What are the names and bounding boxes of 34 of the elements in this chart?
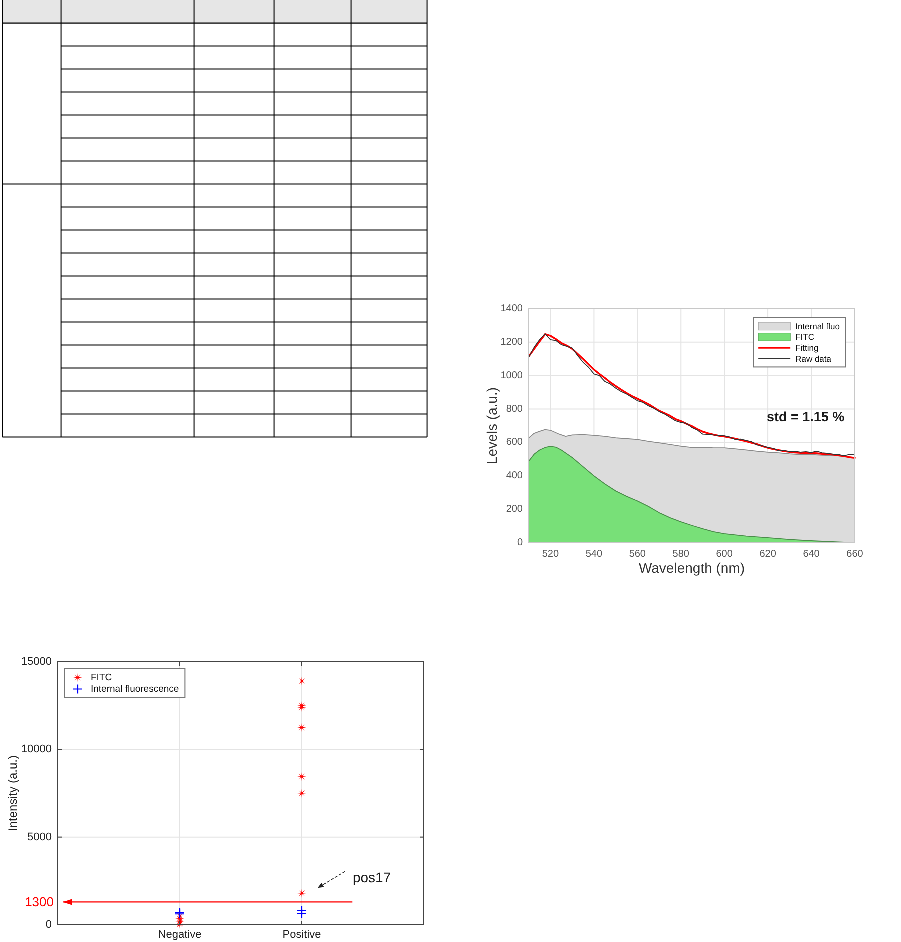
- legend-label: Raw data: [796, 354, 832, 364]
- y-tick-label: 1200: [500, 336, 524, 348]
- x-tick-label: Negative: [158, 929, 202, 941]
- y-tick-label: 800: [506, 404, 524, 415]
- y-tick-label: 1000: [500, 370, 524, 382]
- x-tick-label: 660: [846, 549, 864, 560]
- x-tick-label: 640: [803, 549, 820, 560]
- y-tick-label: 10000: [21, 744, 52, 756]
- ref-line-label: 1300: [25, 894, 54, 910]
- y-tick-label: 400: [506, 470, 524, 482]
- x-tick-label: 600: [716, 549, 734, 560]
- y-axis-title: Intensity (a.u.): [6, 755, 20, 832]
- y-tick-label: 1400: [500, 304, 524, 314]
- y-tick-label: 15000: [21, 656, 52, 668]
- x-tick-label: Positive: [282, 929, 322, 941]
- y-tick-label: 200: [506, 504, 524, 516]
- y-tick-label: 0: [517, 538, 524, 548]
- legend-label: FITC: [796, 332, 814, 342]
- x-tick-label: 540: [586, 549, 603, 560]
- annotation: std = 1.15 %: [766, 409, 845, 424]
- x-axis-title: Wavelength (nm): [638, 560, 746, 576]
- legend-label: FITC: [91, 672, 112, 684]
- y-tick-label: 0: [46, 919, 52, 931]
- annotation: pos17: [352, 870, 392, 886]
- legend-label: Internal fluorescence: [91, 684, 180, 695]
- y-tick-label: 5000: [28, 831, 52, 844]
- x-tick-label: 520: [542, 549, 560, 560]
- legend-label: Fitting: [796, 343, 819, 353]
- legend-label: Internal fluo: [796, 321, 840, 332]
- y-tick-label: 600: [506, 437, 524, 448]
- x-tick-label: 620: [760, 549, 777, 560]
- x-tick-label: 580: [672, 549, 690, 560]
- y-axis-title: Levels (a.u.): [484, 387, 500, 465]
- x-tick-label: 560: [629, 549, 646, 560]
